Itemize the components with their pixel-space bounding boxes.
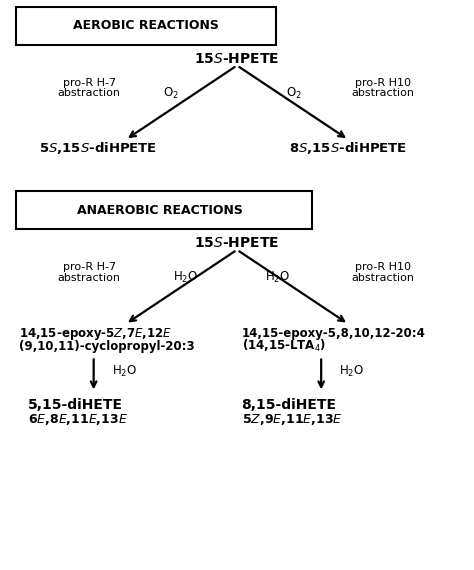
Text: abstraction: abstraction (58, 272, 120, 283)
Text: AEROBIC REACTIONS: AEROBIC REACTIONS (73, 19, 219, 32)
Text: 5,15-diHETE: 5,15-diHETE (27, 398, 123, 412)
Text: 5$\mathbf{\it{Z}}$,9$\mathbf{\it{E}}$,11$\mathbf{\it{E}}$,13$\mathbf{\it{E}}$: 5$\mathbf{\it{Z}}$,9$\mathbf{\it{E}}$,11… (242, 412, 342, 426)
Text: H$_2$O: H$_2$O (112, 364, 137, 379)
Text: pro-R H-7: pro-R H-7 (63, 262, 116, 272)
FancyBboxPatch shape (16, 7, 276, 45)
Text: 15$\mathbf{\it{S}}$-HPETE: 15$\mathbf{\it{S}}$-HPETE (194, 52, 280, 66)
Text: abstraction: abstraction (351, 272, 414, 283)
FancyBboxPatch shape (16, 191, 312, 229)
Text: O$_2$: O$_2$ (163, 86, 179, 101)
Text: 6$\mathbf{\it{E}}$,8$\mathbf{\it{E}}$,11$\mathbf{\it{E}}$,13$\mathbf{\it{E}}$: 6$\mathbf{\it{E}}$,8$\mathbf{\it{E}}$,11… (27, 412, 128, 426)
Text: O$_2$: O$_2$ (286, 86, 302, 101)
Text: 8,15-diHETE: 8,15-diHETE (242, 398, 337, 412)
Text: 8$\mathbf{\it{S}}$,15$\mathbf{\it{S}}$-diHPETE: 8$\mathbf{\it{S}}$,15$\mathbf{\it{S}}$-d… (290, 140, 408, 156)
Text: pro-R H10: pro-R H10 (355, 262, 410, 272)
Text: 15$\mathbf{\it{S}}$-HPETE: 15$\mathbf{\it{S}}$-HPETE (194, 236, 280, 250)
Text: (14,15-LTA$_4$): (14,15-LTA$_4$) (242, 339, 326, 355)
Text: (9,10,11)-cyclopropyl-20:3: (9,10,11)-cyclopropyl-20:3 (18, 340, 194, 353)
Text: abstraction: abstraction (351, 88, 414, 99)
Text: H$_2$O: H$_2$O (339, 364, 365, 379)
Text: H$_2$O: H$_2$O (265, 270, 291, 286)
Text: 14,15-epoxy-5$\mathbf{\it{Z}}$,7$\mathbf{\it{E}}$,12$\mathbf{\it{E}}$: 14,15-epoxy-5$\mathbf{\it{Z}}$,7$\mathbf… (18, 325, 172, 341)
Text: pro-R H-7: pro-R H-7 (63, 78, 116, 88)
Text: 14,15-epoxy-5,8,10,12-20:4: 14,15-epoxy-5,8,10,12-20:4 (242, 327, 426, 340)
Text: pro-R H10: pro-R H10 (355, 78, 410, 88)
Text: ANAEROBIC REACTIONS: ANAEROBIC REACTIONS (77, 203, 243, 217)
Text: 5$\mathbf{\it{S}}$,15$\mathbf{\it{S}}$-diHPETE: 5$\mathbf{\it{S}}$,15$\mathbf{\it{S}}$-d… (39, 140, 157, 156)
Text: H$_2$O: H$_2$O (173, 270, 199, 286)
Text: abstraction: abstraction (58, 88, 120, 99)
